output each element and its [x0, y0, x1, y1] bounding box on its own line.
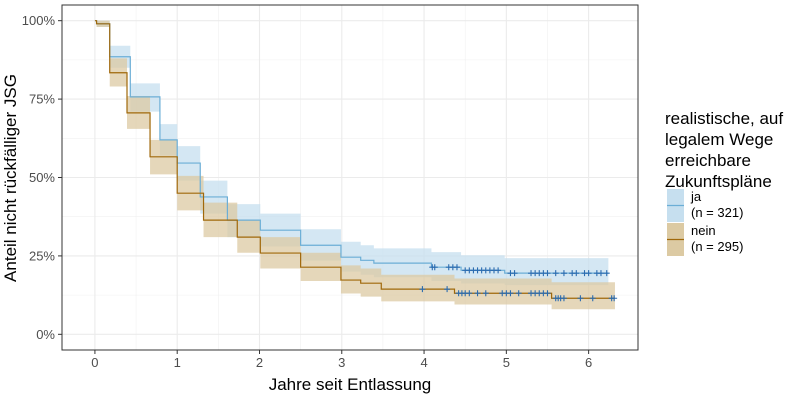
- survival-curves: [94, 20, 615, 299]
- censor-mark: [552, 270, 559, 277]
- x-tick-label: 2: [256, 355, 263, 370]
- censor-mark: [611, 295, 618, 302]
- x-tick-label: 0: [91, 355, 98, 370]
- confidence-bands: [94, 20, 615, 310]
- x-tick-label: 6: [585, 355, 592, 370]
- legend-title: Zukunftspläne: [665, 172, 772, 191]
- x-tick-label: 4: [420, 355, 427, 370]
- legend: realistische, auf legalem Wege erreichbare…: [665, 109, 783, 256]
- x-tick-label: 1: [174, 355, 181, 370]
- axes: 0 1 2 3 4 5 6 0% 25% 50% 75% 100%: [22, 13, 592, 370]
- censor-mark: [482, 290, 489, 297]
- censor-mark: [577, 295, 584, 302]
- censor-mark: [444, 286, 451, 293]
- x-axis-label: Jahre seit Entlassung: [269, 375, 432, 394]
- legend-title: legalem Wege: [665, 130, 773, 149]
- censor-mark: [507, 290, 514, 297]
- censor-mark: [431, 264, 438, 271]
- censor-mark: [474, 290, 481, 297]
- legend-label-nein: nein: [691, 223, 716, 238]
- legend-title: erreichbare: [665, 151, 751, 170]
- censor-mark: [466, 290, 473, 297]
- censor-mark: [603, 270, 610, 277]
- censor-mark: [597, 270, 604, 277]
- legend-n-ja: (n = 321): [691, 205, 743, 220]
- y-tick-label: 50%: [29, 170, 55, 185]
- y-tick-label: 100%: [22, 13, 56, 28]
- censor-mark: [419, 286, 426, 293]
- censor-mark: [585, 270, 592, 277]
- legend-title: realistische, auf: [665, 109, 783, 128]
- censor-mark: [589, 295, 596, 302]
- x-tick-label: 5: [503, 355, 510, 370]
- survival-line-nein: [94, 20, 615, 299]
- censor-mark: [515, 290, 522, 297]
- censor-mark: [560, 295, 567, 302]
- y-axis-label: Anteil nicht rückfälliger JSG: [1, 74, 20, 282]
- x-tick-label: 3: [338, 355, 345, 370]
- y-tick-label: 0%: [36, 327, 55, 342]
- y-tick-label: 75%: [29, 92, 55, 107]
- censor-marks: [419, 264, 618, 302]
- confidence-band-ja: [94, 20, 609, 286]
- legend-label-ja: ja: [690, 189, 702, 204]
- y-tick-label: 25%: [29, 248, 55, 263]
- survival-line-ja: [94, 20, 609, 274]
- censor-mark: [544, 270, 551, 277]
- censor-mark: [560, 270, 567, 277]
- legend-n-nein: (n = 295): [691, 239, 743, 254]
- censor-mark: [544, 290, 551, 297]
- censor-mark: [573, 270, 580, 277]
- confidence-band-nein: [94, 20, 615, 310]
- censor-mark: [495, 267, 502, 274]
- censor-mark: [453, 264, 460, 271]
- censor-mark: [511, 270, 518, 277]
